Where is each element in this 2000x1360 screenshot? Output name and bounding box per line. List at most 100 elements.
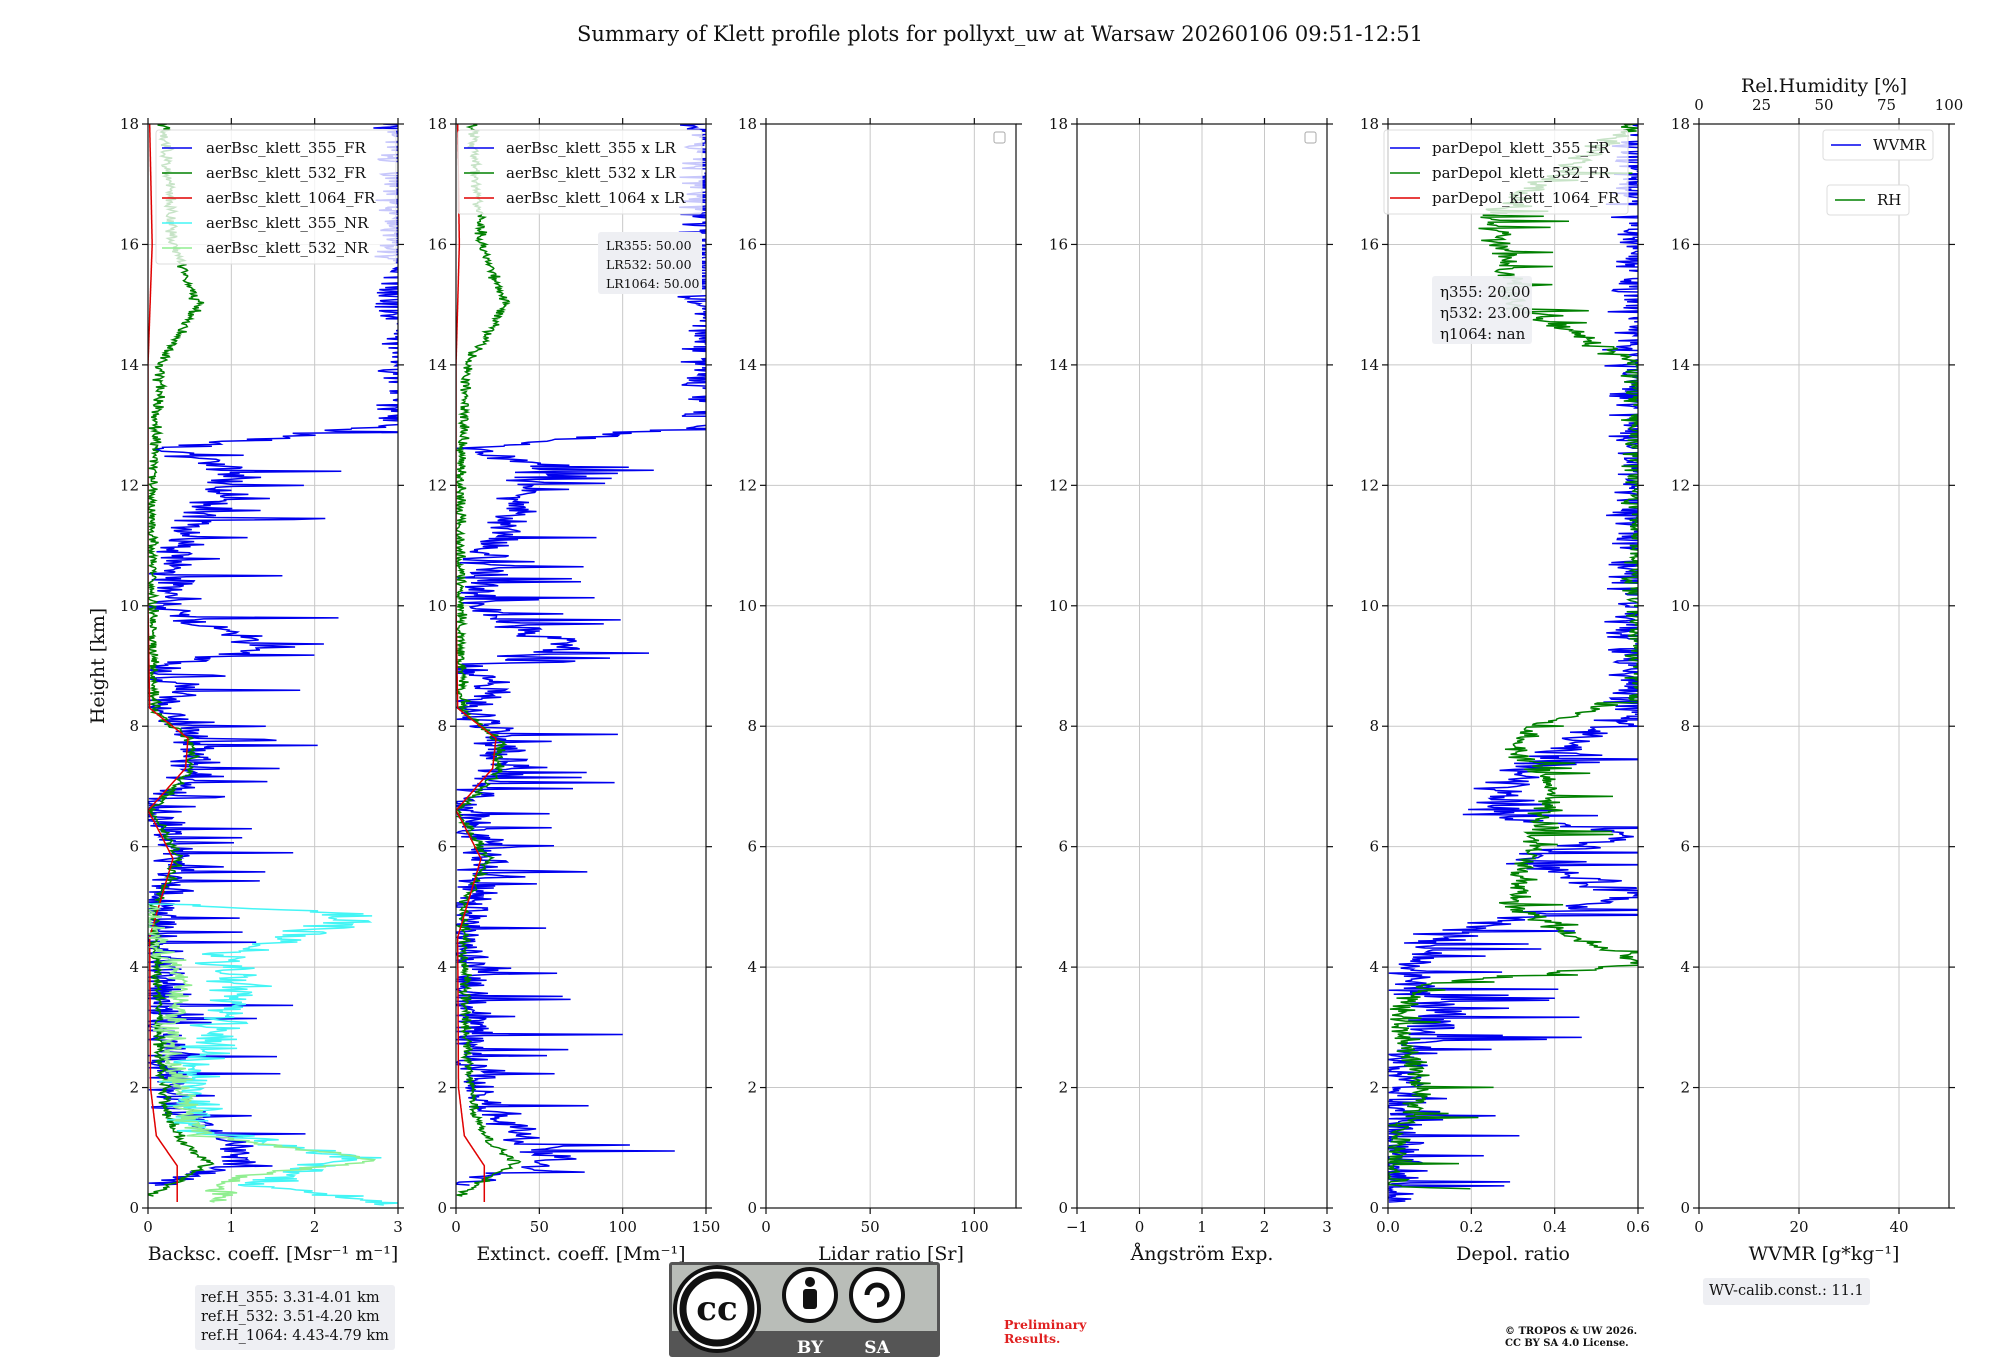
series-group bbox=[456, 124, 706, 1202]
y-tick-label: 8 bbox=[1369, 717, 1379, 735]
y-tick-label: 4 bbox=[437, 958, 447, 976]
copyright-line-2: CC BY SA 4.0 License. bbox=[1505, 1338, 1629, 1349]
legend-label: aerBsc_klett_532_FR bbox=[206, 164, 366, 182]
x-tick-label: 1 bbox=[227, 1218, 237, 1236]
x-tick-label: 100 bbox=[608, 1218, 637, 1236]
x-tick-label: 50 bbox=[861, 1218, 880, 1236]
x-axis-label: WVMR [g*kg⁻¹] bbox=[1749, 1243, 1900, 1265]
x-axis-label: Lidar ratio [Sr] bbox=[818, 1243, 964, 1265]
y-tick-label: 16 bbox=[1049, 235, 1068, 253]
y-tick-label: 18 bbox=[1671, 115, 1690, 133]
y-tick-label: 12 bbox=[1671, 476, 1690, 494]
by-label: BY bbox=[797, 1338, 824, 1358]
annotation-box bbox=[598, 232, 702, 294]
ref-height-box: ref.H_355: 3.31-4.01 km ref.H_532: 3.51-… bbox=[195, 1285, 395, 1350]
axes-frame bbox=[1698, 123, 1950, 1209]
y-tick-label: 18 bbox=[428, 115, 447, 133]
y-tick-label: 6 bbox=[1369, 838, 1379, 856]
top-x-tick-label: 75 bbox=[1877, 96, 1896, 114]
y-tick-label: 10 bbox=[428, 597, 447, 615]
y-tick-label: 4 bbox=[1680, 958, 1690, 976]
x-tick-label: 150 bbox=[692, 1218, 721, 1236]
depol-eta-annotation: η355: 20.00 η532: 23.00 η1064: nan bbox=[1432, 276, 1532, 344]
x-tick-label: 0.2 bbox=[1459, 1218, 1483, 1236]
y-tick-label: 6 bbox=[747, 838, 757, 856]
series-group bbox=[148, 124, 398, 1206]
wv-calib-text: WV-calib.const.: 11.1 bbox=[1709, 1283, 1864, 1299]
y-tick-label: 12 bbox=[1360, 476, 1379, 494]
y-tick-label: 8 bbox=[437, 717, 447, 735]
x-tick-label: 3 bbox=[393, 1218, 403, 1236]
x-tick-label: 40 bbox=[1889, 1218, 1908, 1236]
empty-legend-box bbox=[993, 131, 1006, 144]
by-icon-body bbox=[803, 1289, 817, 1309]
x-tick-label: 0 bbox=[1694, 1218, 1704, 1236]
y-tick-label: 10 bbox=[1671, 597, 1690, 615]
legend-label: aerBsc_klett_532 x LR bbox=[506, 164, 677, 182]
x-tick-label: 2 bbox=[1260, 1218, 1270, 1236]
y-tick-label: 6 bbox=[129, 838, 139, 856]
legend-label: aerBsc_klett_1064_FR bbox=[206, 189, 376, 207]
legend: aerBsc_klett_355_FR aerBsc_klett_532_FRae… bbox=[155, 129, 397, 265]
series-line-aerBsc_klett_532_FR bbox=[148, 124, 215, 1197]
x-tick-label: 0 bbox=[451, 1218, 461, 1236]
y-tick-label: 10 bbox=[1049, 597, 1068, 615]
y-tick-label: 2 bbox=[1058, 1079, 1068, 1097]
y-tick-label: 8 bbox=[747, 717, 757, 735]
ref-height-1064: ref.H_1064: 4.43-4.79 km bbox=[201, 1328, 389, 1344]
copyright-line-1: © TROPOS & UW 2026. bbox=[1505, 1326, 1638, 1337]
legend-box-rh bbox=[1826, 184, 1910, 216]
x-tick-label: 0.0 bbox=[1376, 1218, 1400, 1236]
sa-label: SA bbox=[864, 1338, 890, 1358]
y-tick-label: 18 bbox=[1360, 115, 1379, 133]
y-tick-label: 0 bbox=[1058, 1199, 1068, 1217]
by-icon-head bbox=[805, 1277, 815, 1287]
annotation-line: η355: 20.00 bbox=[1440, 283, 1530, 301]
y-tick-label: 12 bbox=[1049, 476, 1068, 494]
ref-height-355: ref.H_355: 3.31-4.01 km bbox=[201, 1290, 380, 1306]
y-tick-label: 4 bbox=[747, 958, 757, 976]
y-tick-label: 18 bbox=[738, 115, 757, 133]
x-tick-label: 100 bbox=[960, 1218, 989, 1236]
y-tick-label: 8 bbox=[129, 717, 139, 735]
top-x-tick-label: 25 bbox=[1752, 96, 1771, 114]
panel-2: 0 2 4 6 8 10 12 14 16 18 0 50 100 150 Extinct. coeff. … bbox=[428, 115, 721, 1265]
y-tick-label: 18 bbox=[120, 115, 139, 133]
x-tick-label: 0 bbox=[1135, 1218, 1145, 1236]
y-tick-label: 12 bbox=[738, 476, 757, 494]
annotation-line: η532: 23.00 bbox=[1440, 304, 1530, 322]
panel-5: 0 2 4 6 8 10 12 14 16 18 0.0 0.2 0.4 0.6 Depol. ratio p… bbox=[1360, 115, 1650, 1265]
sa-icon bbox=[849, 1267, 905, 1323]
annotation-line: LR532: 50.00 bbox=[606, 257, 692, 272]
legend-box bbox=[457, 129, 703, 215]
series-line-parDepol_klett_355_FR bbox=[1388, 124, 1638, 1203]
axes-frame bbox=[147, 123, 399, 1209]
y-tick-label: 16 bbox=[428, 235, 447, 253]
series-line-aerBsc_klett_355_FR bbox=[148, 124, 398, 1186]
axes-frame bbox=[1387, 123, 1639, 1209]
preliminary-line-2: Results. bbox=[1004, 1331, 1061, 1346]
y-tick-label: 0 bbox=[437, 1199, 447, 1217]
empty-legend-box bbox=[1304, 131, 1317, 144]
y-tick-label: 0 bbox=[747, 1199, 757, 1217]
x-tick-label: 3 bbox=[1322, 1218, 1332, 1236]
legend-label: WVMR bbox=[1873, 136, 1927, 154]
top-x-axis-label: Rel.Humidity [%] bbox=[1741, 75, 1907, 97]
legend-label: aerBsc_klett_355 x LR bbox=[506, 139, 677, 157]
series-line-aerBsc_klett_532_NR bbox=[148, 906, 377, 1203]
series-line-aerBsc_klett_1064 x LR bbox=[456, 124, 497, 1202]
legend-box bbox=[155, 129, 397, 265]
y-tick-label: 16 bbox=[1671, 235, 1690, 253]
y-tick-label: 16 bbox=[738, 235, 757, 253]
x-axis-label: Extinct. coeff. [Mm⁻¹] bbox=[476, 1243, 685, 1265]
ref-height-532: ref.H_532: 3.51-4.20 km bbox=[201, 1309, 380, 1325]
y-tick-label: 14 bbox=[1049, 356, 1068, 374]
series-line-aerBsc_klett_1064_FR bbox=[148, 124, 189, 1202]
y-tick-label: 16 bbox=[1360, 235, 1379, 253]
cc-text: cc bbox=[696, 1289, 737, 1329]
